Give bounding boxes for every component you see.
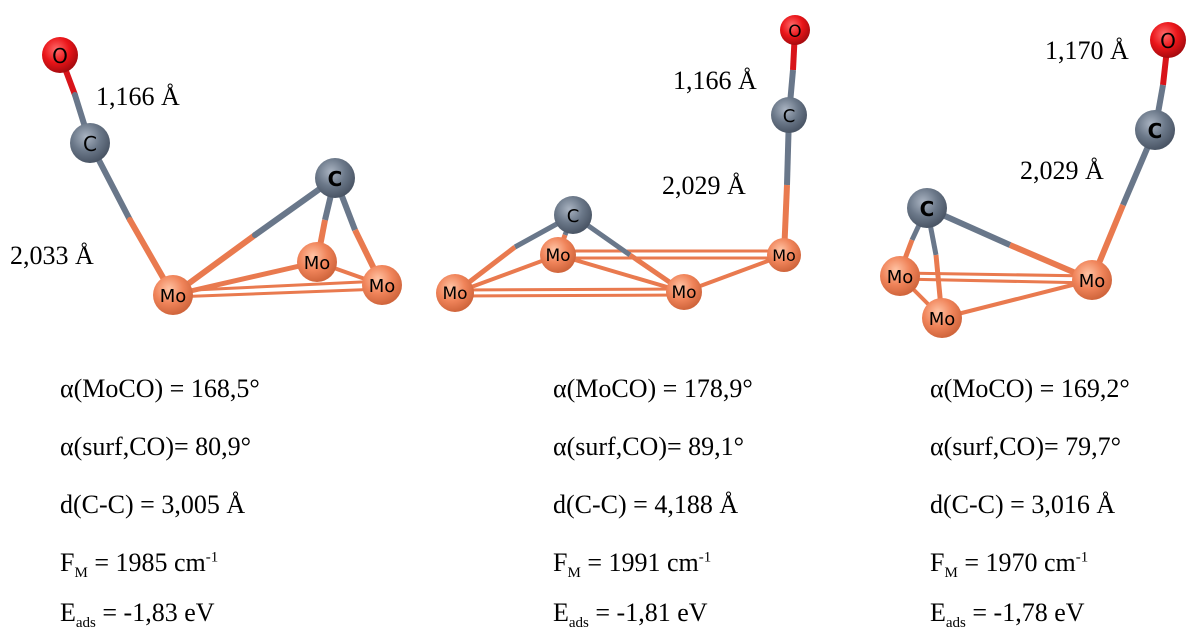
angle-surf-co: α(surf,CO)= 79,7° [930, 432, 1122, 461]
atom-label: C [567, 206, 580, 227]
atom-label: Mo [1079, 271, 1106, 292]
atom-label: O [788, 22, 801, 42]
structure-3-atoms: O C C Mo Mo Mo [880, 22, 1186, 338]
fm-unit-exponent: -1 [1075, 549, 1089, 566]
structure-3: O C C Mo Mo Mo [880, 22, 1186, 338]
fm-symbol: F [930, 548, 945, 577]
frequency-fm: FM = 1970 cm-1 [930, 550, 1088, 581]
c-c-distance: d(C-C) = 3,005 Å [60, 490, 246, 519]
c-c-distance: d(C-C) = 3,016 Å [930, 490, 1116, 519]
moc-bond-length-label-1: 2,033 Å [10, 241, 94, 270]
atom-label: C [920, 197, 935, 221]
eads-value: = -1,78 eV [965, 598, 1085, 627]
eads-value: = -1,83 eV [95, 598, 215, 627]
c-c-distance: d(C-C) = 4,188 Å [553, 490, 739, 519]
atom-label: Mo [304, 253, 331, 274]
eads-value: = -1,81 eV [588, 598, 708, 627]
co-bond-length-label-2: 1,166 Å [673, 66, 757, 95]
eads-symbol: E [60, 598, 76, 627]
eads-subscript: ads [568, 615, 589, 628]
angle-moco: α(MoCO) = 169,2° [930, 374, 1130, 403]
fm-unit-exponent: -1 [205, 549, 219, 566]
fm-subscript: M [944, 565, 958, 582]
eads-subscript: ads [75, 615, 96, 628]
frequency-fm: FM = 1991 cm-1 [553, 550, 711, 581]
atom-label: Mo [772, 246, 796, 265]
eads-symbol: E [553, 598, 569, 627]
structure-1: O C Mo C Mo Mo [42, 37, 402, 315]
atom-label: Mo [671, 283, 696, 303]
angle-moco: α(MoCO) = 168,5° [60, 374, 260, 403]
atom-label: C [1148, 119, 1163, 143]
atom-label: Mo [369, 276, 396, 297]
fm-value: = 1985 cm [87, 548, 206, 577]
adsorption-energy: Eads = -1,83 eV [60, 600, 215, 628]
atom-label: O [52, 44, 68, 68]
fm-value: = 1991 cm [580, 548, 699, 577]
atom-label: Mo [545, 246, 570, 266]
atom-label: Mo [887, 267, 914, 288]
atom-label: C [783, 106, 796, 127]
fm-value: = 1970 cm [957, 548, 1076, 577]
atom-label: C [328, 167, 343, 191]
angle-moco: α(MoCO) = 178,9° [553, 374, 753, 403]
adsorption-energy: Eads = -1,81 eV [553, 600, 708, 628]
fm-subscript: M [567, 565, 581, 582]
structure-1-atoms: O C Mo C Mo Mo [42, 37, 402, 315]
angle-surf-co: α(surf,CO)= 89,1° [553, 432, 745, 461]
atom-label: O [1160, 29, 1176, 53]
fm-symbol: F [553, 548, 568, 577]
fm-unit-exponent: -1 [698, 549, 712, 566]
co-bond-length-label-1: 1,166 Å [96, 82, 180, 111]
moc-bond-length-label-2: 2,029 Å [662, 171, 746, 200]
fm-subscript: M [74, 565, 88, 582]
frequency-fm: FM = 1985 cm-1 [60, 550, 218, 581]
atom-label: Mo [160, 286, 187, 307]
eads-symbol: E [930, 598, 946, 627]
co-bond-length-label-3: 1,170 Å [1045, 36, 1129, 65]
atom-label: C [83, 132, 97, 156]
structure-2: O C C Mo Mo Mo Mo [436, 15, 810, 312]
fm-symbol: F [60, 548, 75, 577]
angle-surf-co: α(surf,CO)= 80,9° [60, 432, 252, 461]
adsorption-energy: Eads = -1,78 eV [930, 600, 1085, 628]
eads-subscript: ads [945, 615, 966, 628]
atom-label: Mo [929, 309, 956, 330]
atom-label: Mo [442, 284, 467, 304]
structure-2-atoms: O C C Mo Mo Mo Mo [436, 15, 810, 312]
moc-bond-length-label-3: 2,029 Å [1020, 156, 1104, 185]
